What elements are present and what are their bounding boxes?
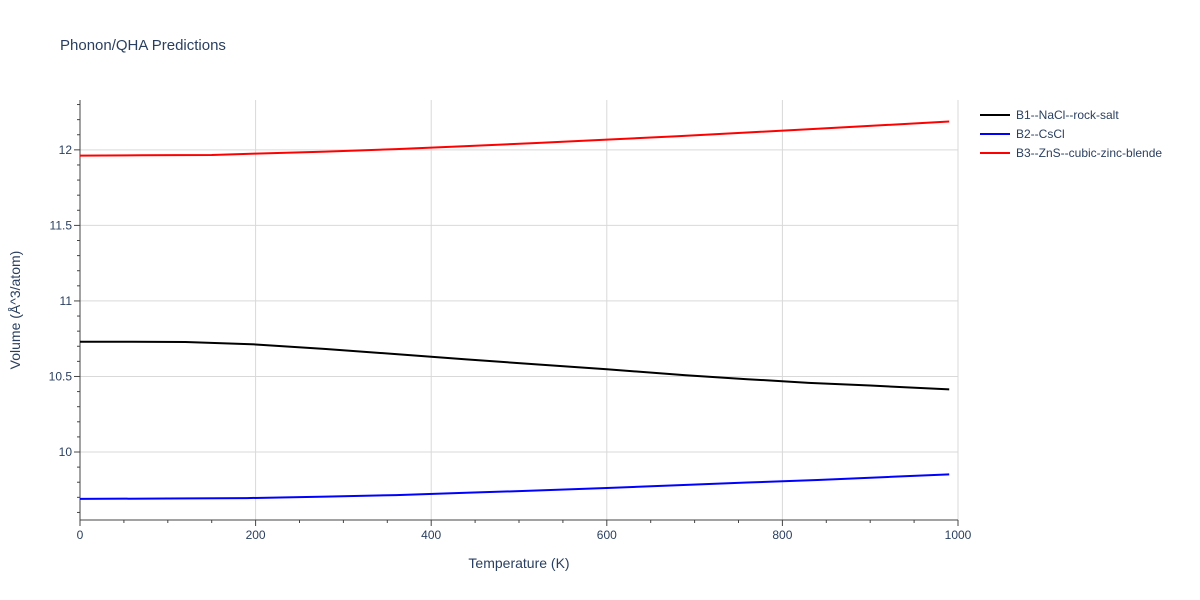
x-tick-label: 200 (246, 528, 266, 542)
series-line-1 (80, 340, 950, 391)
series-line-2 (79, 473, 950, 500)
y-tick-label: 11.5 (50, 218, 73, 232)
grid-layer (80, 100, 959, 520)
y-tick-label: 10 (59, 445, 73, 459)
series-layer (79, 120, 950, 500)
x-tick-label: 1000 (945, 528, 972, 542)
y-tick-label: 12 (59, 143, 73, 157)
axes-layer: 0 200 400 600 800 1000 10 10.5 11 11.5 12 (49, 100, 972, 542)
y-tick-label: 11 (60, 294, 73, 308)
series-line-3 (79, 120, 950, 157)
x-axis-title: Temperature (K) (468, 555, 569, 571)
legend-label: B3--ZnS--cubic-zinc-blende (1016, 146, 1162, 160)
y-axis-title: Volume (Å^3/atom) (7, 251, 23, 370)
legend[interactable]: B1--NaCl--rock-salt B2--CsCl B3--ZnS--cubi… (980, 108, 1162, 160)
x-tick-label: 600 (597, 528, 617, 542)
legend-label: B2--CsCl (1016, 127, 1065, 141)
y-tick-label: 10.5 (49, 369, 73, 383)
x-tick-label: 0 (77, 528, 84, 542)
x-tick-label: 400 (421, 528, 441, 542)
legend-item[interactable]: B2--CsCl (980, 127, 1065, 141)
x-tick-label: 800 (772, 528, 792, 542)
legend-item[interactable]: B1--NaCl--rock-salt (980, 108, 1119, 122)
chart-title: Phonon/QHA Predictions (60, 37, 226, 54)
legend-item[interactable]: B3--ZnS--cubic-zinc-blende (980, 146, 1162, 160)
legend-label: B1--NaCl--rock-salt (1016, 108, 1119, 122)
